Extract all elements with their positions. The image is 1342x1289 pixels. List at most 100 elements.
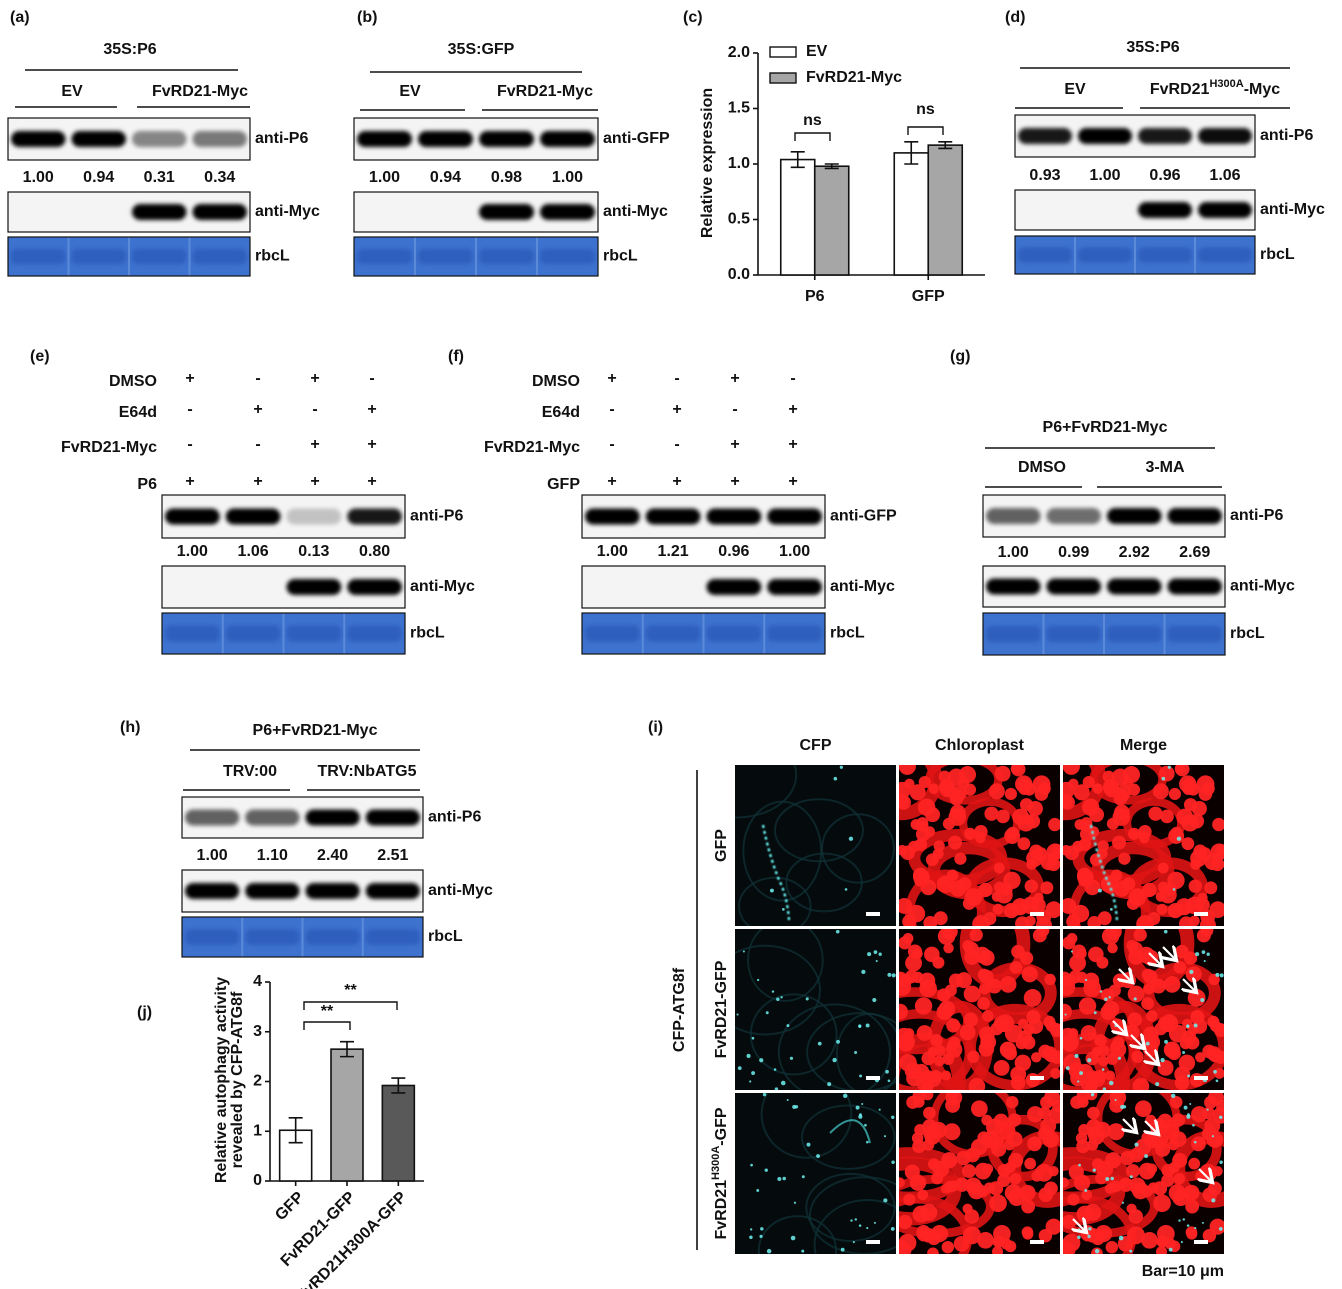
cfp-signal [1089, 824, 1119, 921]
chloroplast [1174, 1075, 1190, 1090]
treatment-sign: + [788, 401, 797, 418]
chloroplast [1156, 903, 1168, 915]
chloroplast [932, 848, 944, 860]
chloroplast [954, 852, 967, 865]
chloroplast [1087, 1106, 1100, 1120]
chloroplast [1135, 1100, 1152, 1118]
chloroplast [975, 832, 986, 844]
chloroplast [1098, 1055, 1109, 1067]
cfp-puncta [1102, 1087, 1107, 1090]
cfp-puncta [873, 1221, 876, 1224]
cfp-puncta [1129, 1249, 1133, 1253]
cfp-puncta [885, 1069, 889, 1074]
chloroplast [1106, 1053, 1119, 1065]
treatment-sign: - [609, 401, 614, 418]
bar [381, 1084, 416, 1182]
chloroplast [1185, 1035, 1200, 1050]
text-part: H300A [1209, 78, 1243, 90]
blot-image [353, 191, 599, 233]
bar [330, 1048, 364, 1182]
chloroplast [1101, 929, 1120, 945]
chloroplast [977, 997, 990, 1010]
chloroplast [1083, 979, 1101, 998]
chloroplast [1163, 976, 1181, 993]
blot-label: rbcL [410, 625, 445, 642]
blot-band [192, 248, 247, 265]
chloroplast [1193, 844, 1208, 859]
blot-frame [7, 236, 251, 277]
construct-label: 35S:P6 [103, 41, 156, 58]
panel-label: (d) [1005, 9, 1025, 26]
blot-band [418, 248, 473, 265]
chloroplast [969, 929, 983, 942]
cfp-puncta [878, 1108, 881, 1111]
treatment-sign: - [255, 436, 260, 453]
chloroplast [1141, 997, 1154, 1010]
cfp-puncta [890, 1227, 895, 1231]
treatment-sign: + [185, 473, 194, 490]
chloroplast [914, 876, 925, 887]
text-part: GFP [713, 829, 730, 862]
chloroplast [1078, 997, 1097, 1015]
blot-label: anti-P6 [428, 809, 481, 826]
chloroplast [934, 1055, 945, 1067]
chloroplast [1040, 1095, 1054, 1109]
row-group-label: CFP-ATG8f [671, 967, 688, 1052]
construct-label: 35S:P6 [1126, 39, 1179, 56]
chloroplast [1127, 1012, 1143, 1027]
micrograph [735, 1093, 896, 1254]
chloroplast [1017, 837, 1031, 851]
cell-outline [757, 1215, 838, 1254]
quantification-value: 1.00 [177, 543, 208, 560]
treatment-label: E64d [542, 404, 580, 421]
construct-label: 35S:GFP [448, 41, 515, 58]
y-tick-label: 0 [253, 1172, 262, 1189]
blot-band [767, 625, 822, 642]
cfp-puncta [1108, 996, 1111, 999]
quantification-value: 0.99 [1058, 544, 1089, 561]
chloroplast [1126, 939, 1138, 951]
cfp-puncta [1104, 997, 1108, 1001]
chloroplast [1021, 896, 1040, 915]
chloroplast [1200, 929, 1214, 937]
blot-image [982, 494, 1226, 538]
cfp-puncta [764, 1168, 768, 1172]
chloroplast [989, 1194, 1007, 1213]
chloroplast [1090, 1071, 1106, 1087]
chloroplast [1146, 1163, 1158, 1175]
cfp-puncta [1074, 1053, 1079, 1059]
treatment-label: E64d [119, 404, 157, 421]
chloroplast [1176, 808, 1194, 826]
chloroplast [991, 891, 1002, 902]
cfp-puncta [844, 888, 848, 891]
cfp-puncta [861, 1102, 864, 1106]
chloroplast [1009, 961, 1023, 974]
cfp-puncta [1129, 1175, 1133, 1179]
quantification-value: 0.96 [718, 543, 749, 560]
quantification-value: 1.00 [597, 543, 628, 560]
blot-band [645, 625, 701, 642]
chloroplast [1024, 879, 1038, 893]
blot-image [181, 796, 424, 839]
cfp-puncta [840, 1247, 845, 1252]
treatment-sign: + [788, 473, 797, 490]
cfp-puncta [875, 959, 878, 963]
arrow [1145, 1121, 1157, 1133]
chloroplast [1092, 1158, 1104, 1170]
panel-label: (f) [448, 348, 464, 365]
cfp-puncta [1090, 1093, 1095, 1097]
chloroplast [930, 1034, 943, 1047]
chloroplast [1105, 1152, 1122, 1169]
blot-band [1167, 625, 1222, 643]
blot-band [185, 929, 240, 945]
chloroplast [1142, 949, 1159, 966]
chloroplast [1157, 862, 1169, 874]
blot-band [767, 579, 822, 595]
chloroplast [928, 1158, 940, 1170]
cfp-puncta [1093, 1011, 1097, 1015]
text-part: H300A [710, 1146, 722, 1180]
chloroplast [912, 1139, 926, 1154]
treatment-sign: + [607, 370, 616, 387]
y-tick-label: 0.0 [728, 266, 750, 283]
blot-band [986, 625, 1041, 643]
